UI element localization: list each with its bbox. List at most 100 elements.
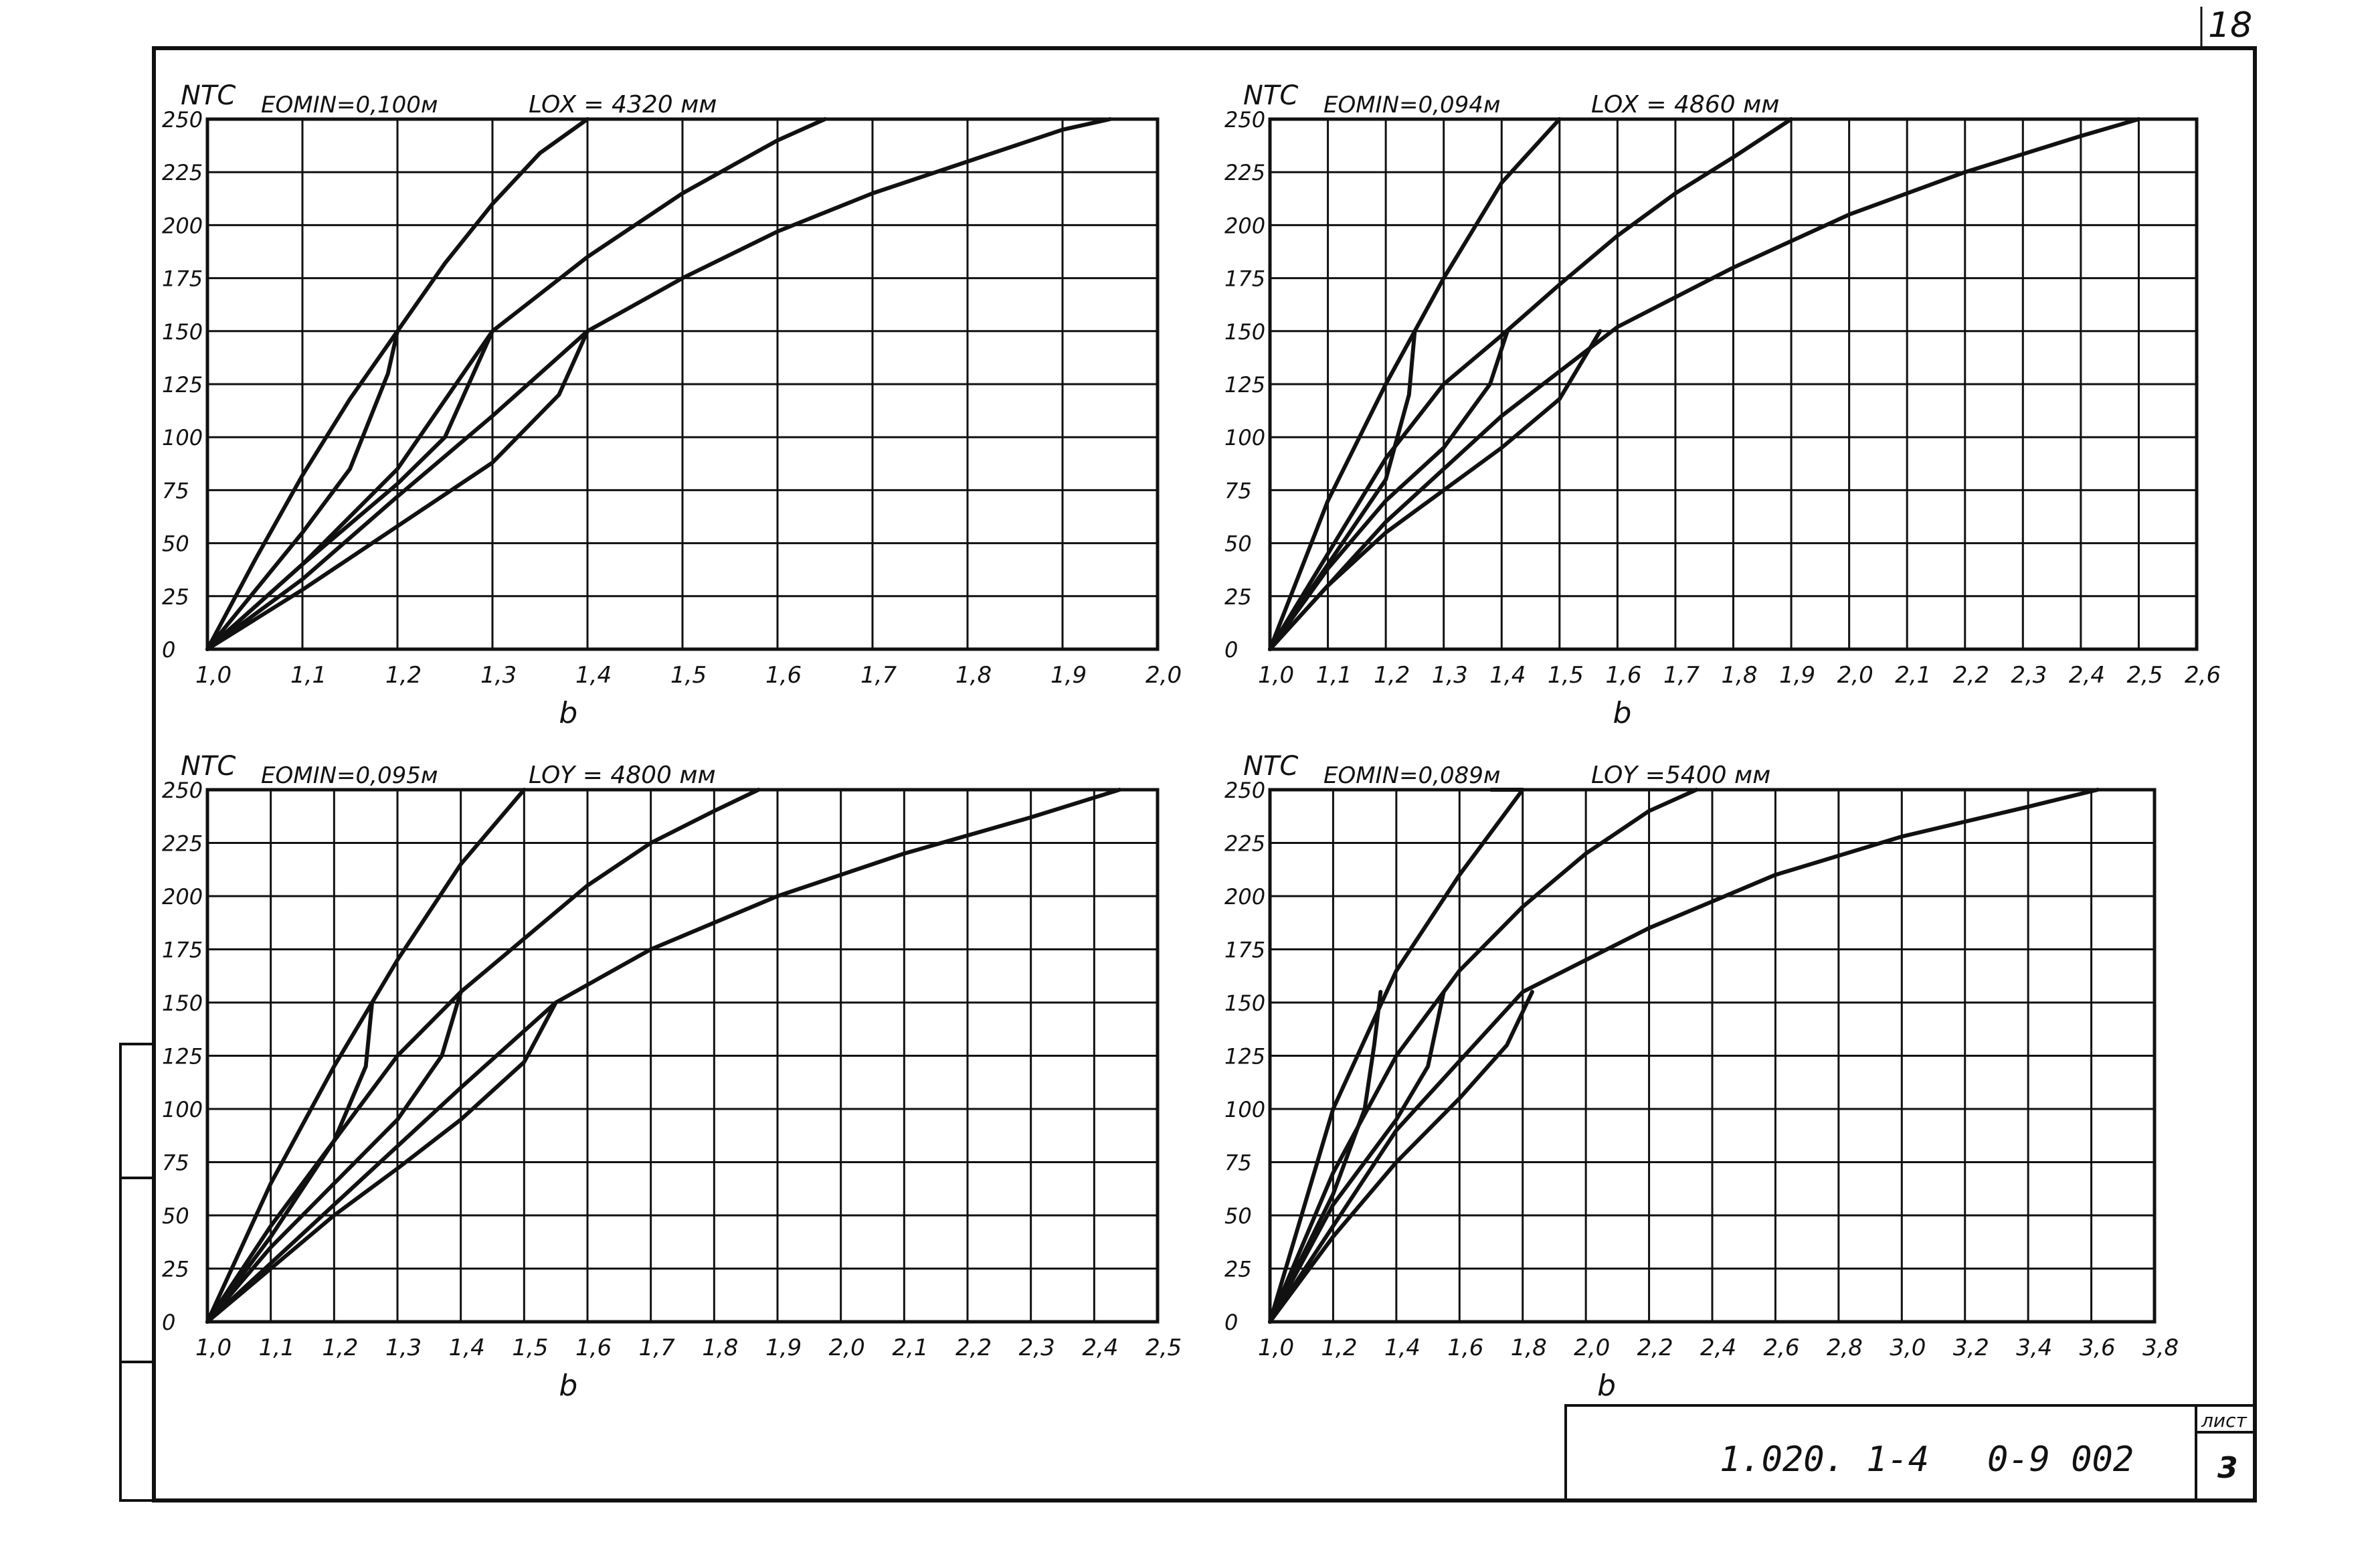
y-tick-label: 175 <box>1224 938 1265 963</box>
plot-frame <box>205 117 1160 651</box>
y-tick-label: 250 <box>1224 107 1265 133</box>
x-tick-label: 1,2 <box>322 1334 358 1361</box>
plot-frame <box>205 788 1160 1324</box>
y-tick-label: 175 <box>1224 266 1265 292</box>
series-line-1 <box>205 788 527 1324</box>
chart-3: 1,0 1,1 1,2 1,3 1,4 1,5 1,6 1,7 1,8 1,9 2,0 2,1 2,2 2… <box>162 751 1182 1403</box>
series-line-3 <box>205 117 1112 651</box>
y-tick-label: 150 <box>162 319 203 345</box>
x-tick-label: 1,8 <box>1722 662 1758 689</box>
x-tick-label: 1,4 <box>575 662 612 689</box>
x-tick-label: 1,8 <box>1511 1334 1547 1361</box>
y-tick-label: 25 <box>1224 584 1252 610</box>
x-tick-label: 1,0 <box>195 1334 232 1361</box>
x-tick-label: 2,0 <box>829 1334 865 1361</box>
x-tick-label: 2,4 <box>1700 1334 1736 1361</box>
x-tick-label: 2,0 <box>1574 1334 1610 1361</box>
y-tick-label: 225 <box>162 831 203 857</box>
x-tick-label: 2,6 <box>2185 662 2221 689</box>
x-tick-label: 1,2 <box>1321 1334 1357 1361</box>
x-tick-label: 1,3 <box>385 1334 422 1361</box>
y-tick-label: 25 <box>162 1257 189 1282</box>
x-tick-label: 1,4 <box>1384 1334 1421 1361</box>
y-tick-label: 50 <box>162 531 189 557</box>
y-tick-label: 150 <box>162 991 203 1016</box>
lo-label: LOX = 4860 мм <box>1591 91 1779 118</box>
sheet-number: 3 <box>2217 1451 2238 1485</box>
chart-2: 1,0 1,1 1,2 1,3 1,4 1,5 1,6 1,7 1,8 1,9 2,0 2,1 2,2 2… <box>1224 80 2221 730</box>
y-tick-label: 100 <box>162 1097 203 1122</box>
x-tick-label: 2,0 <box>1146 662 1182 689</box>
y-tick-label: 200 <box>1224 213 1265 238</box>
series-line-1 <box>1268 788 1525 1324</box>
series-line-5 <box>205 990 463 1324</box>
x-tick-label: 1,1 <box>290 662 327 689</box>
page-number: 18 <box>2208 5 2252 46</box>
x-tick-label: 3,4 <box>2016 1334 2052 1361</box>
x-tick-label: 2,8 <box>1827 1334 1863 1361</box>
x-tick-label: 1,4 <box>1489 662 1526 689</box>
x-tick-label: 1,9 <box>1050 662 1087 689</box>
y-tick-label: 200 <box>1224 884 1265 910</box>
x-tick-label: 1,9 <box>1779 662 1815 689</box>
y-tick-label: 100 <box>162 425 203 450</box>
x-axis-label: b <box>1597 1369 1616 1403</box>
x-tick-label: 3,0 <box>1890 1334 1926 1361</box>
lo-label: LOY =5400 мм <box>1591 762 1770 789</box>
y-tick-label: 150 <box>1224 319 1265 345</box>
x-tick-label: 1,1 <box>259 1334 295 1361</box>
series-line-5 <box>1268 329 1509 651</box>
y-tick-label: 225 <box>1224 160 1265 185</box>
title-block <box>1564 1404 2256 1502</box>
y-tick-label: 25 <box>162 584 189 610</box>
emin-label: EOMIN=0,094м <box>1323 92 1501 118</box>
x-tick-label: 3,8 <box>2142 1334 2179 1361</box>
series-line-6 <box>1268 990 1534 1324</box>
x-tick-label: 1,6 <box>765 662 802 689</box>
x-tick-label: 2,6 <box>1763 1334 1799 1361</box>
series-line-2 <box>1268 788 1699 1324</box>
y-tick-label: 175 <box>162 938 203 963</box>
x-tick-label: 2,3 <box>1019 1334 1055 1361</box>
y-tick-label: 75 <box>162 478 189 503</box>
x-tick-label: 1,0 <box>1258 662 1294 689</box>
x-tick-label: 1,4 <box>449 1334 485 1361</box>
y-tick-label: 250 <box>162 107 203 133</box>
y-tick-label: 125 <box>162 372 203 398</box>
x-tick-label: 1,1 <box>1316 662 1352 689</box>
x-tick-label: 1,3 <box>480 662 517 689</box>
y-tick-label: 225 <box>1224 831 1265 857</box>
plot-frame <box>1268 117 2199 651</box>
x-tick-label: 1,7 <box>1663 662 1700 689</box>
x-axis-label: b <box>559 1369 577 1403</box>
y-tick-label: 25 <box>1224 1257 1252 1282</box>
x-tick-label: 2,4 <box>2069 662 2105 689</box>
x-tick-label: 1,7 <box>639 1334 675 1361</box>
y-tick-label: 200 <box>162 884 203 910</box>
y-tick-label: 0 <box>162 637 175 663</box>
lo-label: LOX = 4320 мм <box>529 91 717 118</box>
y-tick-label: 100 <box>1224 425 1265 450</box>
x-tick-label: 1,3 <box>1432 662 1468 689</box>
x-tick-label: 1,6 <box>1605 662 1641 689</box>
series-line-5 <box>205 329 494 651</box>
y-tick-label: 150 <box>1224 991 1265 1016</box>
x-tick-label: 1,8 <box>955 662 992 689</box>
x-tick-label: 2,4 <box>1082 1334 1118 1361</box>
x-axis-label: b <box>1613 696 1631 730</box>
series-line-3 <box>1268 788 2100 1324</box>
x-tick-label: 1,6 <box>575 1334 612 1361</box>
series-line-6 <box>205 1001 558 1324</box>
x-tick-label: 1,8 <box>702 1334 738 1361</box>
emin-label: EOMIN=0,095м <box>261 762 438 789</box>
y-tick-label: 100 <box>1224 1097 1265 1122</box>
y-tick-label: 250 <box>1224 778 1265 803</box>
y-tick-label: 75 <box>1224 478 1252 503</box>
series-line-4 <box>205 1001 375 1324</box>
chart-1: 1,0 1,1 1,2 1,3 1,4 1,5 1,6 1,7 1,8 1,9 2,0 0 25 50 75… <box>162 80 1182 730</box>
series-line-4 <box>205 329 399 651</box>
y-axis-label: NTC <box>1243 80 1298 111</box>
y-axis-label: NTC <box>181 80 236 111</box>
y-tick-label: 125 <box>1224 1044 1265 1069</box>
